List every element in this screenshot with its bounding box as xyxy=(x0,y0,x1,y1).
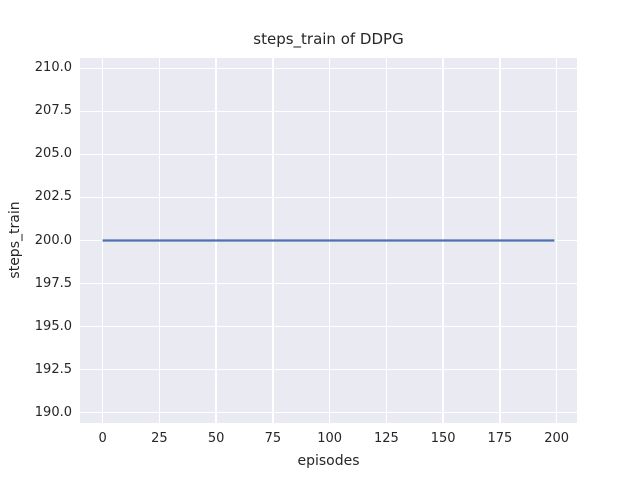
y-gridline xyxy=(80,110,577,113)
x-tick-label: 175 xyxy=(487,431,513,446)
x-tick-label: 100 xyxy=(317,431,343,446)
x-tick-label: 75 xyxy=(264,431,282,446)
y-gridline xyxy=(80,282,577,285)
y-gridline xyxy=(80,411,577,414)
y-tick-label: 197.5 xyxy=(34,275,72,291)
chart-title: steps_train of DDPG xyxy=(253,30,404,48)
y-tick-label: 210.0 xyxy=(34,60,72,76)
y-gridline xyxy=(80,325,577,328)
x-tick-label: 150 xyxy=(430,431,456,446)
y-gridline xyxy=(80,67,577,70)
y-tick-label: 202.5 xyxy=(34,189,72,205)
x-tick-label: 25 xyxy=(151,431,168,446)
y-tick-label: 190.0 xyxy=(34,404,72,420)
y-gridline xyxy=(80,153,577,156)
y-gridline xyxy=(80,196,577,199)
y-tick-label: 207.5 xyxy=(34,103,72,119)
y-tick-label: 200.0 xyxy=(34,232,72,248)
plot-area: 0 25 50 75 100 125 150 175 200 190.0 192.5 195.0 197… xyxy=(35,58,577,446)
y-tick-label: 205.0 xyxy=(34,146,72,162)
x-tick-label: 200 xyxy=(544,431,570,446)
x-tick-label: 125 xyxy=(373,431,399,446)
series-layer xyxy=(102,239,555,242)
y-gridline xyxy=(80,368,577,371)
x-tick-label: 50 xyxy=(207,431,225,446)
x-tick-label: 0 xyxy=(98,431,107,446)
y-tick-label: 192.5 xyxy=(34,361,72,377)
x-axis-label: episodes xyxy=(297,453,360,469)
y-tick-label: 195.0 xyxy=(34,318,72,334)
